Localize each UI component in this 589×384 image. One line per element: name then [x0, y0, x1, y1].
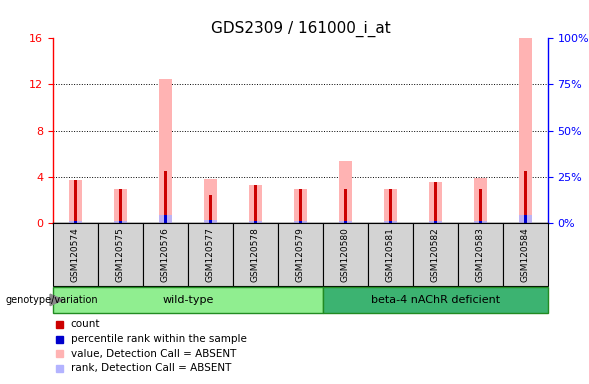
Text: beta-4 nAChR deficient: beta-4 nAChR deficient — [370, 295, 500, 305]
Bar — [143, 223, 188, 286]
Bar — [53, 287, 323, 313]
Bar — [69, 180, 82, 223]
Text: percentile rank within the sample: percentile rank within the sample — [71, 334, 247, 344]
Text: GSM120581: GSM120581 — [386, 227, 395, 282]
Bar — [204, 220, 217, 223]
Bar — [159, 215, 172, 223]
Bar — [114, 221, 127, 223]
Bar — [204, 179, 217, 223]
Bar — [339, 221, 352, 223]
Bar — [503, 223, 548, 286]
Bar — [119, 189, 122, 223]
Bar — [294, 189, 307, 223]
Text: GSM120578: GSM120578 — [251, 227, 260, 282]
Bar — [323, 223, 368, 286]
Bar — [188, 223, 233, 286]
Bar — [479, 221, 482, 223]
Bar — [344, 189, 347, 223]
Bar — [114, 189, 127, 223]
Bar — [209, 220, 212, 223]
Bar — [278, 223, 323, 286]
Bar — [164, 171, 167, 223]
Text: GSM120582: GSM120582 — [431, 227, 440, 282]
Bar — [254, 185, 257, 223]
Bar — [434, 182, 437, 223]
Bar — [119, 221, 122, 223]
Bar — [389, 189, 392, 223]
Text: value, Detection Call = ABSENT: value, Detection Call = ABSENT — [71, 349, 236, 359]
Title: GDS2309 / 161000_i_at: GDS2309 / 161000_i_at — [210, 21, 391, 37]
Bar — [434, 221, 437, 223]
Bar — [524, 215, 527, 223]
Bar — [249, 185, 262, 223]
Text: rank, Detection Call = ABSENT: rank, Detection Call = ABSENT — [71, 363, 231, 373]
Bar — [323, 287, 548, 313]
Polygon shape — [50, 294, 63, 306]
Bar — [74, 180, 77, 223]
Bar — [384, 221, 396, 223]
Bar — [429, 221, 442, 223]
Bar — [164, 215, 167, 223]
Text: GSM120577: GSM120577 — [206, 227, 215, 282]
Bar — [299, 221, 302, 223]
Bar — [519, 38, 532, 223]
Bar — [254, 221, 257, 223]
Bar — [249, 221, 262, 223]
Bar — [479, 189, 482, 223]
Bar — [74, 221, 77, 223]
Bar — [69, 221, 82, 223]
Text: GSM120583: GSM120583 — [476, 227, 485, 282]
Text: GSM120574: GSM120574 — [71, 227, 80, 282]
Bar — [384, 189, 396, 223]
Text: GSM120580: GSM120580 — [341, 227, 350, 282]
Text: wild-type: wild-type — [162, 295, 214, 305]
Text: GSM120584: GSM120584 — [521, 227, 530, 282]
Text: count: count — [71, 319, 100, 329]
Bar — [53, 223, 98, 286]
Bar — [458, 223, 503, 286]
Bar — [429, 182, 442, 223]
Bar — [413, 223, 458, 286]
Bar — [294, 221, 307, 223]
Bar — [474, 178, 487, 223]
Text: GSM120576: GSM120576 — [161, 227, 170, 282]
Text: GSM120579: GSM120579 — [296, 227, 305, 282]
Bar — [339, 161, 352, 223]
Bar — [344, 221, 347, 223]
Text: genotype/variation: genotype/variation — [6, 295, 98, 305]
Bar — [209, 195, 212, 223]
Bar — [368, 223, 413, 286]
Bar — [299, 189, 302, 223]
Bar — [98, 223, 143, 286]
Text: GSM120575: GSM120575 — [116, 227, 125, 282]
Bar — [519, 215, 532, 223]
Bar — [474, 221, 487, 223]
Bar — [159, 79, 172, 223]
Bar — [233, 223, 278, 286]
Bar — [524, 171, 527, 223]
Bar — [389, 221, 392, 223]
